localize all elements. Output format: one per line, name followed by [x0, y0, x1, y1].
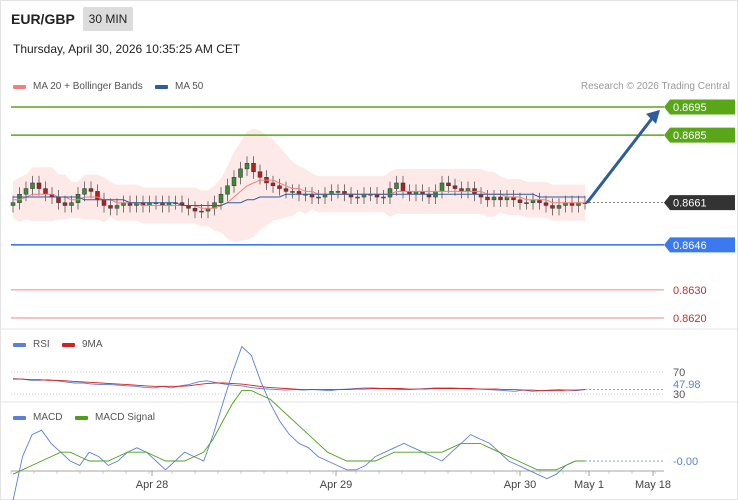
candle-body	[277, 185, 282, 189]
candle-body	[88, 188, 94, 192]
candle-body	[238, 168, 243, 178]
rsi-level-label-30: 30	[673, 389, 685, 401]
candle-body	[56, 196, 61, 203]
ma50-line	[13, 193, 585, 206]
candle-body	[517, 199, 523, 203]
macd-line	[12, 345, 585, 500]
ma50-swatch	[155, 84, 168, 89]
price-label-0.8685: 0.8685	[673, 130, 707, 142]
legend-ma20-label: MA 20 + Bollinger Bands	[33, 81, 143, 92]
currency-pair-title: EUR/GBP	[11, 11, 75, 27]
candle-body	[543, 202, 549, 206]
rsi-level-label-70: 70	[673, 367, 685, 379]
legend-ma20: MA 20 + Bollinger Bands	[13, 81, 143, 92]
candle-body	[43, 188, 48, 195]
candle-body	[17, 193, 22, 203]
candle-body	[95, 191, 100, 201]
time-tick-label: Apr 28	[136, 479, 168, 491]
candle-body	[108, 205, 113, 209]
legend-rsi-ma-label: 9MA	[82, 339, 103, 350]
ma20-swatch	[13, 84, 26, 89]
rsi-swatch	[13, 342, 26, 347]
candle-body	[290, 191, 295, 193]
candle-body	[491, 196, 497, 201]
macd-signal-line	[12, 390, 585, 475]
price-tag	[664, 127, 735, 143]
candle-body	[439, 182, 445, 192]
rsi-current-label: 47.98	[673, 379, 701, 391]
candle-body	[30, 182, 35, 189]
candle-body	[498, 196, 503, 201]
time-tick-label: Apr 29	[320, 479, 352, 491]
candle-body	[400, 182, 406, 192]
candle-body	[114, 205, 120, 209]
rsi-ma-swatch	[62, 342, 75, 347]
price-label-0.8630: 0.8630	[673, 285, 707, 297]
candle-body	[387, 188, 393, 198]
macd-signal-swatch	[75, 415, 88, 420]
forecast-arrow-shaft	[585, 114, 656, 204]
legend-macd-label: MACD	[33, 412, 63, 423]
candle-body	[69, 202, 74, 206]
candle-body	[485, 196, 490, 201]
candle-body	[316, 196, 321, 199]
candle-body	[394, 182, 399, 189]
price-tag	[664, 99, 735, 115]
candle-body	[452, 185, 458, 189]
forecast-arrow-head	[646, 109, 660, 124]
candle-body	[218, 193, 224, 203]
price-label-0.8695: 0.8695	[673, 102, 707, 114]
candle-body	[381, 196, 386, 199]
legend-rsi-ma: 9MA	[62, 339, 103, 350]
candle-body	[36, 182, 42, 189]
candle-body	[446, 182, 451, 187]
candle-body	[251, 163, 256, 172]
candle-body	[355, 196, 360, 199]
candle-body	[556, 205, 562, 209]
candle-body	[199, 210, 204, 213]
timestamp: Thursday, April 30, 2026 10:35:25 AM CET	[13, 42, 241, 56]
macd-swatch	[13, 415, 26, 420]
price-label-0.8661: 0.8661	[673, 198, 707, 210]
candle-body	[225, 185, 230, 195]
candle-body	[335, 191, 341, 193]
time-tick-label: Apr 30	[504, 479, 536, 491]
legend-macd-signal-label: MACD Signal	[95, 412, 156, 423]
legend-rsi: RSI	[13, 339, 50, 350]
rsi-line	[12, 378, 586, 392]
candle-body	[524, 202, 529, 204]
candle-body	[82, 188, 87, 195]
time-tick-label: May 18	[635, 479, 671, 491]
candle-body	[10, 202, 16, 206]
candle-body	[550, 205, 555, 209]
candle-body	[283, 188, 289, 192]
candle-body	[23, 188, 29, 195]
candle-body	[192, 208, 198, 212]
macd-current-label: -0.00	[673, 456, 698, 468]
price-label-0.8620: 0.8620	[673, 313, 707, 325]
candle-body	[257, 171, 263, 178]
candle-body	[270, 182, 276, 187]
candle-body	[75, 193, 81, 203]
legend-macd-signal: MACD Signal	[75, 412, 155, 423]
rsi-ma-line	[13, 378, 586, 392]
legend-macd: MACD	[13, 412, 62, 423]
candle-body	[244, 163, 250, 170]
candle-body	[101, 199, 107, 206]
candle-body	[62, 202, 68, 206]
copyright: Research © 2026 Trading Central	[580, 81, 730, 92]
time-tick-label: May 1	[574, 479, 604, 491]
timeframe-badge[interactable]: 30 MIN	[83, 7, 133, 31]
price-label-0.8646: 0.8646	[673, 240, 707, 252]
legend-ma50-label: MA 50	[175, 81, 204, 92]
price-tag	[664, 195, 735, 211]
legend-rsi-label: RSI	[33, 339, 50, 350]
legend-ma50: MA 50	[155, 81, 203, 92]
candle-body	[231, 177, 237, 187]
price-tag	[664, 237, 735, 253]
